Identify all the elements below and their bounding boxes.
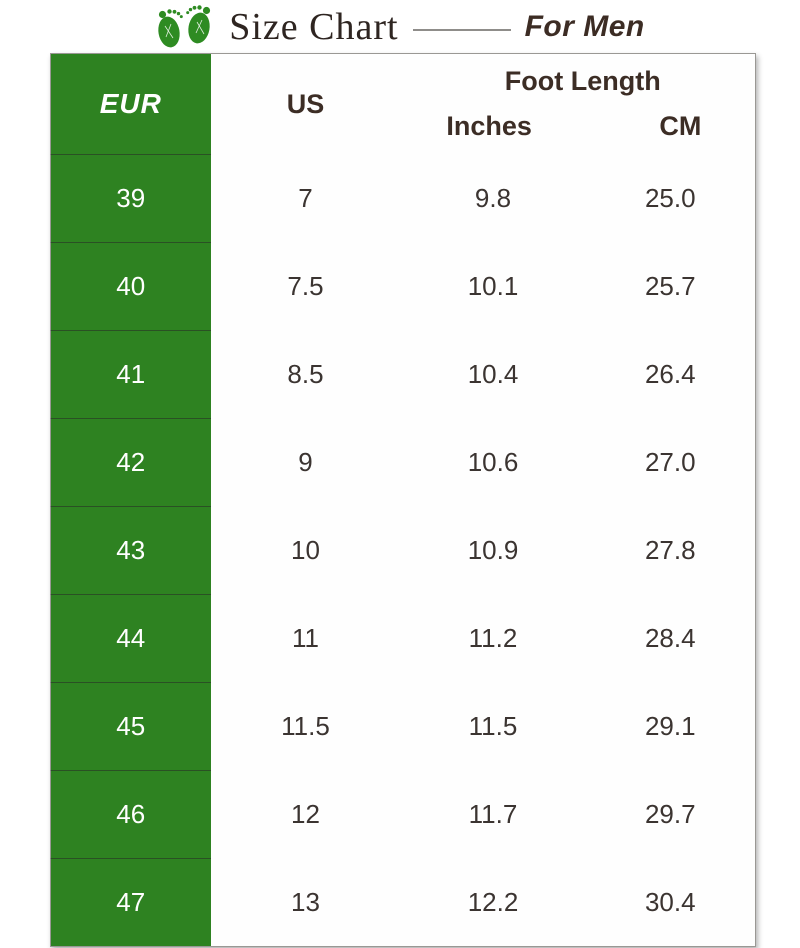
column-header-cm: CM (659, 111, 702, 142)
size-chart-table: EUR US Foot Length Inches CM 39 7 9.8 25.0 4… (50, 53, 757, 947)
column-header-foot-length-group: Foot Length Inches CM (401, 54, 756, 155)
cell-inches: 11.2 (468, 623, 518, 653)
column-header-us: US (286, 88, 325, 119)
cell-inches: 11.5 (468, 711, 518, 741)
footprints-icon (158, 4, 211, 47)
cell-eur: 47 (50, 858, 211, 947)
cell-cm: 29.1 (644, 711, 696, 741)
table-row: 45 11.5 11.5 29.1 (50, 682, 756, 771)
cell-eur: 42 (50, 418, 211, 507)
cell-inches: 10.9 (467, 535, 519, 565)
header-row: EUR US Foot Length Inches CM (50, 53, 756, 155)
cell-cm: 27.0 (644, 447, 696, 477)
cell-cm: 30.4 (644, 886, 696, 917)
cell-inches: 11.7 (468, 799, 518, 829)
page-subtitle: For Men (524, 9, 645, 43)
cell-eur: 43 (50, 506, 211, 595)
cell-eur: 44 (50, 594, 211, 683)
cell-cm: 25.7 (644, 271, 696, 301)
page-header: Size Chart For Men (0, 0, 800, 53)
cell-inches: 10.6 (467, 447, 519, 477)
cell-eur: 46 (50, 770, 211, 859)
cell-eur: 45 (50, 682, 211, 771)
table-row: 47 13 12.2 30.4 (50, 858, 756, 947)
table-header: EUR US Foot Length Inches CM (50, 53, 756, 155)
column-header-foot-length: Foot Length (504, 66, 661, 97)
cell-inches: 10.4 (467, 359, 519, 389)
cell-eur: 41 (50, 330, 211, 419)
cell-us: 8.5 (287, 359, 324, 389)
cell-inches: 9.8 (474, 183, 512, 213)
cell-us: 11 (292, 623, 319, 653)
cell-us: 7 (298, 183, 313, 213)
table-row: 42 9 10.6 27.0 (50, 418, 756, 507)
cell-us: 10 (291, 535, 320, 565)
cell-us: 13 (291, 886, 320, 917)
table-body: 39 7 9.8 25.0 40 7.5 10.1 25.7 41 8.5 10.4 26.4 42 9 1… (50, 154, 756, 947)
cell-cm: 26.4 (644, 359, 696, 389)
cell-eur: 39 (50, 154, 211, 243)
column-header-eur: EUR (50, 53, 211, 155)
cell-inches: 10.1 (467, 271, 519, 301)
cell-cm: 27.8 (644, 535, 696, 565)
cell-us: 9 (298, 447, 313, 477)
cell-us: 7.5 (287, 271, 324, 301)
cell-us: 11.5 (281, 711, 330, 741)
table-row: 46 12 11.7 29.7 (50, 770, 756, 859)
table-row: 44 11 11.2 28.4 (50, 594, 756, 683)
cell-us: 12 (291, 799, 320, 829)
table-row: 40 7.5 10.1 25.7 (50, 242, 756, 331)
table-row: 41 8.5 10.4 26.4 (50, 330, 756, 419)
table-row: 39 7 9.8 25.0 (50, 154, 756, 243)
column-header-inches: Inches (446, 111, 532, 142)
cell-cm: 29.7 (644, 799, 696, 829)
page-title: Size Chart (229, 5, 399, 48)
cell-cm: 25.0 (644, 183, 696, 213)
table-row: 43 10 10.9 27.8 (50, 506, 756, 595)
cell-inches: 12.2 (467, 886, 519, 917)
cell-cm: 28.4 (644, 623, 696, 653)
cell-eur: 40 (50, 242, 211, 331)
title-divider-line (412, 28, 511, 31)
